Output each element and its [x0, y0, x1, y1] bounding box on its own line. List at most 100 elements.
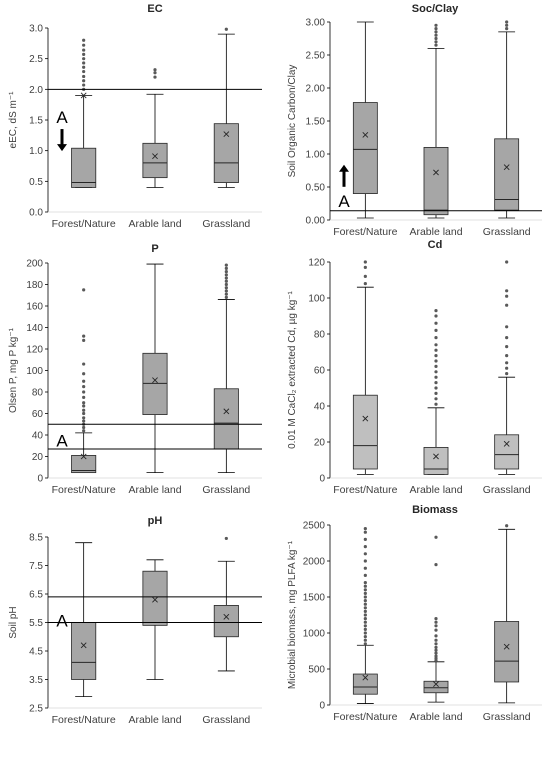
panel-title: EC — [147, 3, 162, 15]
outlier-point — [363, 635, 367, 639]
outlier-point — [363, 559, 367, 563]
annotation-letter: A — [56, 431, 68, 450]
y-tick-label: 1.0 — [29, 146, 43, 157]
y-tick-label: 100 — [26, 366, 43, 377]
category-label: Grassland — [202, 218, 250, 230]
outlier-point — [224, 276, 228, 280]
outlier-point — [363, 581, 367, 585]
outlier-point — [363, 282, 367, 286]
y-tick-label: 1000 — [303, 629, 326, 640]
outlier-point — [82, 379, 86, 383]
y-axis-label: eEC, dS m⁻¹ — [8, 91, 19, 149]
outlier-point — [434, 23, 438, 27]
y-tick-label: 40 — [32, 431, 44, 442]
box-grassland — [213, 536, 239, 672]
panel-ph: pH 2.5 3.5 4.5 5.5 6.5 7.5 8.5 Soil pH Forest/Nat… — [8, 515, 262, 726]
category-label: Arable land — [409, 484, 462, 496]
mean-marker — [362, 131, 369, 138]
outlier-point — [224, 27, 228, 31]
iqr-box — [494, 434, 520, 470]
mean-marker — [80, 92, 87, 99]
outlier-point — [224, 273, 228, 277]
mean-marker — [152, 596, 158, 603]
panel-ec: EC 0.0 0.5 1.0 1.5 2.0 2.5 3.0 eEC, dS m⁻¹ Forest… — [8, 3, 262, 230]
outlier-point — [363, 265, 367, 269]
outlier-point — [363, 537, 367, 542]
iqr-box — [352, 673, 378, 695]
outlier-point — [505, 361, 509, 365]
category-label: Forest/Nature — [52, 218, 116, 230]
outlier-point — [434, 43, 438, 47]
outlier-point — [434, 624, 438, 628]
category-label: Forest/Nature — [333, 711, 397, 723]
outlier-point — [363, 591, 367, 596]
y-axis-label: Soil pH — [8, 606, 19, 638]
outlier-point — [505, 20, 509, 24]
category-label: Grassland — [483, 226, 531, 238]
outlier-point — [363, 595, 367, 599]
outlier-point — [82, 395, 86, 399]
outlier-point — [363, 274, 367, 278]
outlier-point — [505, 260, 509, 264]
box-forest-nature — [71, 542, 97, 697]
outlier-point — [434, 654, 438, 658]
y-tick-label: 2500 — [303, 521, 326, 532]
outlier-point — [363, 545, 367, 549]
y-tick-label: 2.0 — [29, 85, 43, 96]
outlier-point — [434, 402, 438, 406]
outlier-point — [434, 375, 438, 379]
outlier-point — [363, 602, 367, 606]
outlier-point — [434, 634, 438, 638]
box-grassland — [494, 20, 520, 219]
mean-marker — [80, 642, 87, 649]
y-tick-label: 80 — [32, 388, 44, 399]
outlier-point — [82, 288, 86, 292]
y-tick-label: 20 — [32, 452, 44, 463]
y-tick-label: 80 — [314, 330, 326, 341]
outlier-point — [434, 397, 438, 401]
outlier-point — [363, 552, 367, 556]
panel-cd: Cd 0 20 40 60 80 100 120 0.01 M CaCl₂ extracted … — [287, 239, 542, 496]
outlier-point — [363, 588, 367, 592]
outlier-point — [363, 624, 367, 628]
outlier-point — [82, 362, 86, 366]
panel-soc-clay: Soc/Clay 0.00 0.50 1.00 1.50 2.00 2.50 3.00 Soil… — [287, 3, 542, 238]
outlier-point — [82, 52, 86, 56]
category-label: Forest/Nature — [52, 484, 116, 496]
outlier-point — [153, 75, 157, 79]
outlier-point — [82, 79, 86, 83]
y-tick-label: 4.5 — [29, 647, 43, 658]
outlier-point — [82, 65, 86, 69]
outlier-point — [82, 419, 86, 423]
category-label: Grassland — [483, 484, 531, 496]
outlier-point — [434, 343, 438, 347]
y-tick-label: 120 — [26, 345, 43, 356]
y-tick-label: 1500 — [303, 593, 326, 604]
outlier-point — [505, 289, 509, 293]
outlier-point — [82, 338, 86, 342]
outlier-point — [82, 404, 86, 408]
outlier-point — [82, 425, 86, 430]
outlier-point — [363, 642, 367, 646]
outlier-point — [434, 348, 438, 352]
mean-marker — [503, 164, 510, 171]
outlier-point — [224, 286, 228, 290]
mean-marker — [80, 453, 87, 460]
iqr-box — [494, 138, 520, 211]
outlier-point — [363, 631, 367, 635]
category-label: Arable land — [409, 711, 462, 723]
outlier-point — [363, 260, 367, 264]
outlier-point — [505, 366, 509, 370]
annotation-letter: A — [338, 192, 350, 211]
outlier-point — [224, 270, 228, 274]
y-tick-label: 60 — [314, 366, 326, 377]
mean-marker — [223, 131, 230, 138]
outlier-point — [224, 279, 228, 283]
outlier-point — [363, 609, 367, 614]
category-label: Arable land — [128, 484, 181, 496]
outlier-point — [82, 416, 86, 420]
iqr-box — [71, 622, 97, 680]
box-arable-land — [142, 263, 168, 474]
y-tick-label: 2.50 — [306, 51, 326, 62]
